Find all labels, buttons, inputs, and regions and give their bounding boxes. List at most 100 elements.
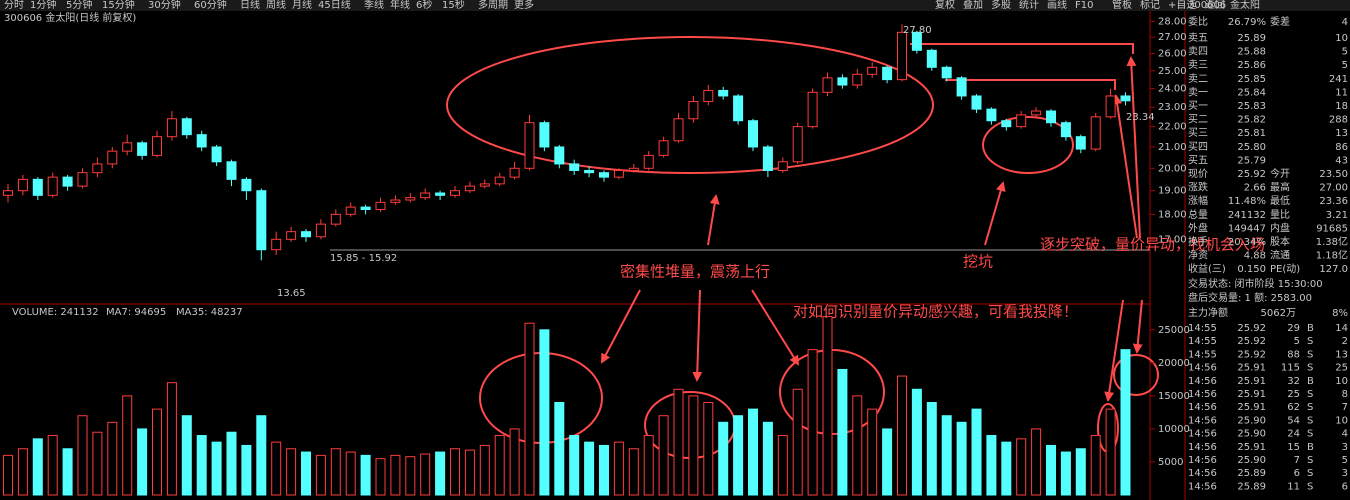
toolbar-button[interactable]: 多股 [991,0,1011,11]
last-price-label: 23.34 [1126,112,1155,123]
toolbar-item[interactable]: 60分钟 [194,0,227,11]
toolbar-button[interactable]: F10 [1075,0,1093,11]
order-label: 买三 [1188,127,1208,139]
toolbar-button[interactable]: 标记 [1140,0,1160,11]
order-price: 25.86 [1237,60,1266,71]
trade-side: S [1307,336,1313,347]
trade-count: 2 [1342,336,1348,347]
toolbar-button[interactable]: 叠加 [963,0,983,11]
trade-volume: 32 [1287,376,1300,387]
candle-body [241,178,252,192]
volume-bar [613,441,624,496]
trade-volume: 7 [1294,455,1300,466]
volume-bar [867,408,878,496]
y2-tick-label: 25000 [1158,325,1190,336]
candle-body [256,190,267,251]
toolbar-item[interactable]: 年线 [390,0,410,11]
order-volume: 43 [1335,155,1348,166]
trade-price: 25.91 [1237,363,1266,374]
toolbar-button[interactable]: 统计 [1019,0,1039,11]
candle-body [762,146,773,171]
trade-side: S [1307,363,1313,374]
toolbar-item[interactable]: 6秒 [416,0,432,11]
volume-bar [673,388,684,496]
trade-count: 7 [1342,402,1348,413]
candle-body [92,163,103,174]
candle-body [584,169,595,174]
candle-body [47,176,58,196]
volume-bar [494,435,505,496]
toolbar-button[interactable]: 复权 [935,0,955,11]
y2-tick-label: 15000 [1158,391,1190,402]
volume-bar [986,435,997,496]
volume-bar [792,388,803,496]
volume-bar [181,415,192,496]
toolbar-item[interactable]: 5分钟 [66,0,92,11]
after-hours: 盘后交易量: 1 额: 2583.00 [1188,291,1312,304]
candle-body [479,183,490,187]
candle-body [166,118,177,138]
volume-bar [211,441,222,496]
trade-count: 14 [1335,323,1348,334]
volume-bar [375,458,386,496]
candle-body [286,231,297,240]
toolbar-item[interactable]: 周线 [266,0,286,11]
volume-bar [92,431,103,496]
toolbar-item[interactable]: 季线 [364,0,384,11]
toolbar-button[interactable]: +自选 [1168,0,1196,11]
candle-body [62,176,73,187]
toolbar-button[interactable]: 返回 [1205,0,1225,11]
trade-side: B [1307,376,1314,387]
volume-header: MA7: 94695 [106,307,166,318]
trade-count: 3 [1342,468,1348,479]
candle-body [867,66,878,75]
trade-side: B [1307,442,1314,453]
volume-bar [718,421,729,496]
volume-bar [1031,428,1042,496]
y-tick-label: 24.00 [1158,84,1187,95]
toolbar-item[interactable]: 1分钟 [30,0,56,11]
order-label: 卖五 [1188,32,1208,44]
stat-value: 149447 [1228,223,1266,234]
toolbar-button[interactable]: 画线 [1047,0,1067,11]
flow-label: 主力净额 [1188,306,1228,319]
toolbar-item[interactable]: 45日线 [318,0,351,11]
volume-bar [748,408,758,496]
toolbar-bg [0,0,1350,11]
toolbar-item[interactable]: 15分钟 [102,0,135,11]
trade-price: 25.89 [1237,468,1266,479]
order-label: 卖二 [1188,73,1208,85]
y-tick-label: 28.00 [1158,16,1187,27]
trade-count: 10 [1335,376,1348,387]
volume-bar [1060,451,1071,496]
volume-bar [688,395,699,496]
volume-bar [837,368,848,496]
volume-bar [554,402,565,496]
candle-body [315,223,326,238]
volume-bar [464,449,475,496]
toolbar-item[interactable]: 更多 [514,0,534,11]
toolbar-item[interactable]: 15秒 [442,0,465,11]
toolbar-item[interactable]: 月线 [292,0,312,11]
candle-body [911,31,922,51]
trade-volume: 25 [1287,389,1300,400]
trade-price: 25.92 [1237,349,1266,360]
order-price: 25.80 [1237,142,1266,153]
stat-value: 1.18亿 [1316,249,1348,262]
trade-time: 14:56 [1188,376,1217,387]
order-price: 25.82 [1237,115,1266,126]
toolbar-item[interactable]: 分时 [4,0,24,11]
volume-bar [584,441,595,496]
trade-side: S [1307,415,1313,426]
trade-time: 14:55 [1188,336,1217,347]
toolbar-item[interactable]: 30分钟 [148,0,181,11]
volume-bar [196,435,207,496]
toolbar-item[interactable]: 多周期 [478,0,508,11]
y2-tick-label: 5000 [1158,457,1183,468]
toolbar-item[interactable]: 日线 [240,0,260,11]
candle-body [1016,114,1027,128]
toolbar-button[interactable]: 管板 [1112,0,1132,11]
trade-side: S [1307,455,1313,466]
y2-tick-label: 20000 [1158,358,1190,369]
volume-header: MA35: 48237 [176,307,243,318]
